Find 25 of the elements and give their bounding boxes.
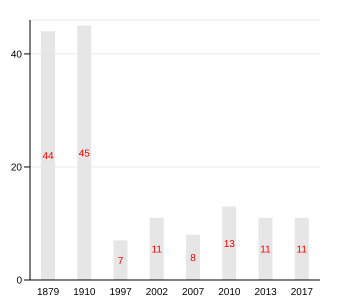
x-tick-label: 2007: [182, 287, 205, 298]
data-label: 11: [296, 244, 308, 256]
bar: [150, 218, 164, 280]
bar: [294, 218, 309, 280]
data-label: 11: [152, 244, 162, 256]
y-tick-label: 0: [16, 276, 22, 287]
x-tick-label: 2010: [218, 287, 241, 298]
bar: [258, 218, 272, 280]
y-tick-label: 20: [10, 162, 22, 174]
bar: [222, 206, 236, 280]
data-label: 45: [78, 148, 90, 160]
data-label: 7: [118, 256, 124, 267]
x-tick-label: 1997: [110, 287, 132, 298]
data-label: 8: [190, 252, 196, 264]
bar: [114, 240, 128, 280]
data-label: 44: [42, 151, 54, 162]
data-label: 11: [260, 244, 272, 256]
y-tick-label: 40: [10, 49, 22, 60]
x-tick-label: 1879: [37, 287, 60, 298]
x-tick-label: 2017: [290, 287, 314, 298]
x-tick-label: 2002: [146, 287, 168, 298]
x-tick-label: 2013: [254, 287, 278, 298]
bar: [186, 234, 200, 280]
data-label: 13: [224, 238, 236, 250]
x-tick-label: 1910: [73, 287, 96, 298]
